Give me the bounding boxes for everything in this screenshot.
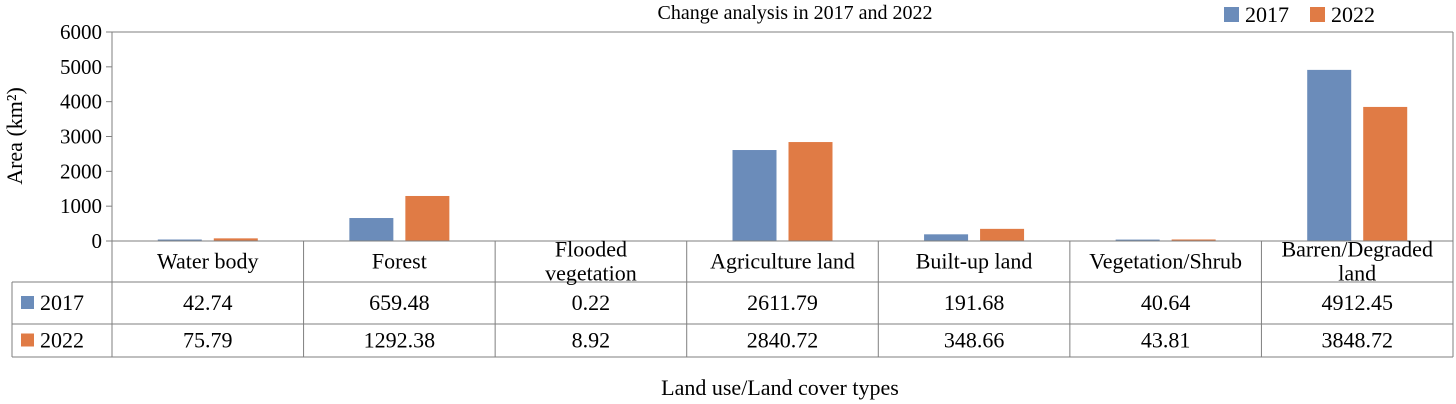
y-tick-label: 0 [92, 229, 103, 253]
bar-2017-5 [1115, 239, 1160, 241]
bar-2022-3 [788, 142, 833, 241]
legend-swatch-2022 [1310, 7, 1325, 22]
data-label: 4912.45 [1321, 290, 1393, 315]
table-legend-key-2022 [21, 333, 34, 347]
legend: 2017 2022 [1224, 2, 1375, 27]
data-label: 659.48 [369, 290, 430, 315]
bar-2022-4 [980, 228, 1025, 241]
category-label: Barren/Degraded [1281, 237, 1432, 262]
data-label: 2840.72 [747, 328, 819, 353]
category-label: Flooded [555, 237, 627, 262]
x-axis-label: Land use/Land cover types [661, 375, 899, 400]
data-label: 3848.72 [1321, 328, 1393, 353]
bar-2022-1 [405, 195, 450, 241]
legend-label: 2022 [1331, 2, 1375, 27]
category-label: land [1338, 261, 1376, 286]
bar-2022-6 [1363, 106, 1408, 242]
y-tick-label: 5000 [60, 55, 102, 79]
category-label: Water body [157, 249, 258, 274]
category-label: Built-up land [916, 249, 1033, 274]
data-label: 348.66 [944, 328, 1005, 353]
data-label: 43.81 [1141, 328, 1191, 353]
data-label: 0.22 [572, 290, 611, 315]
data-label: 8.92 [572, 328, 611, 353]
bar-2017-1 [349, 218, 394, 241]
bar-2017-6 [1307, 69, 1352, 241]
category-label: Vegetation/Shrub [1089, 249, 1242, 274]
data-label: 42.74 [183, 290, 233, 315]
data-label: 1292.38 [364, 328, 436, 353]
category-label: Agriculture land [710, 249, 855, 274]
bar-2022-5 [1171, 239, 1216, 241]
category-label: Forest [372, 249, 427, 274]
y-tick-label: 4000 [60, 90, 102, 114]
legend-label: 2017 [1245, 2, 1289, 27]
y-tick-label: 6000 [60, 20, 102, 44]
data-label: 40.64 [1141, 290, 1191, 315]
data-label: 2611.79 [747, 290, 818, 315]
y-tick-label: 2000 [60, 159, 102, 183]
axes: 0 1000 2000 3000 4000 5000 6000 [60, 20, 1454, 253]
y-tick-label: 1000 [60, 194, 102, 218]
y-tick-label: 3000 [60, 125, 102, 149]
bar-2017-0 [157, 239, 202, 241]
data-label: 75.79 [183, 328, 233, 353]
table-series-label: 2022 [40, 328, 84, 353]
chart-title: Change analysis in 2017 and 2022 [658, 2, 933, 24]
category-label: vegetation [545, 261, 637, 286]
y-axis-label: Area (km²) [2, 87, 27, 185]
bars [157, 69, 1408, 242]
legend-swatch-2017 [1224, 7, 1239, 22]
table-legend-key-2017 [21, 296, 34, 309]
bar-2022-0 [213, 238, 258, 241]
bar-2017-3 [732, 150, 777, 241]
data-label: 191.68 [944, 290, 1005, 315]
bar-2017-4 [924, 234, 969, 241]
table-series-label: 2017 [40, 290, 84, 315]
